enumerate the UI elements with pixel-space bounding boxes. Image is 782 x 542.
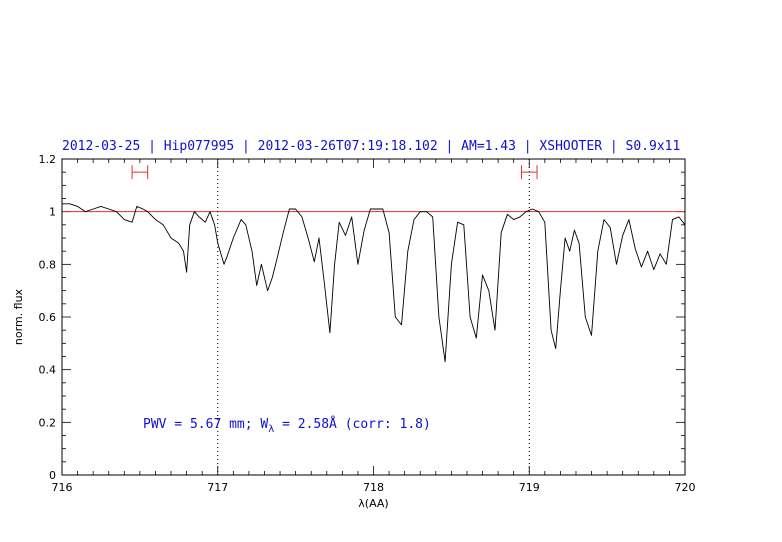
pwv-annotation-subscript: λ — [268, 424, 274, 435]
continuum-window — [520, 165, 538, 180]
x-tick-label: 718 — [363, 481, 384, 494]
continuum-window — [131, 165, 149, 180]
y-tick-label: 0.8 — [39, 258, 57, 271]
plot-area — [62, 159, 686, 475]
pwv-annotation: PWV = 5.67 mm; Wλ = 2.58Å (corr: 1.8) — [143, 416, 431, 435]
x-axis-label: λ(AA) — [358, 497, 388, 510]
x-tick-label: 719 — [519, 481, 540, 494]
x-tick-label: 720 — [675, 481, 696, 494]
x-tick-label: 717 — [207, 481, 228, 494]
y-tick-label: 0 — [49, 469, 56, 482]
pwv-annotation-rest: = 2.58Å (corr: 1.8) — [274, 416, 431, 432]
y-tick-label: 0.6 — [39, 311, 57, 324]
tick-labels: 716 717 718 719 720 0 0.2 0.4 0.6 0.8 1 1.2 — [39, 153, 696, 494]
y-tick-label: 1.2 — [39, 153, 57, 166]
x-tick-label: 716 — [52, 481, 73, 494]
pwv-annotation-main: PWV = 5.67 mm; W — [143, 417, 268, 432]
plot-frame — [61, 158, 686, 476]
y-tick-label: 0.2 — [39, 416, 57, 429]
chart-title: 2012-03-25 | Hip077995 | 2012-03-26T07:1… — [62, 139, 680, 154]
y-tick-label: 0.4 — [39, 364, 57, 377]
y-tick-label: 1 — [49, 206, 56, 219]
y-axis-label: norm. flux — [12, 288, 25, 345]
spectrum-line — [62, 203, 686, 363]
